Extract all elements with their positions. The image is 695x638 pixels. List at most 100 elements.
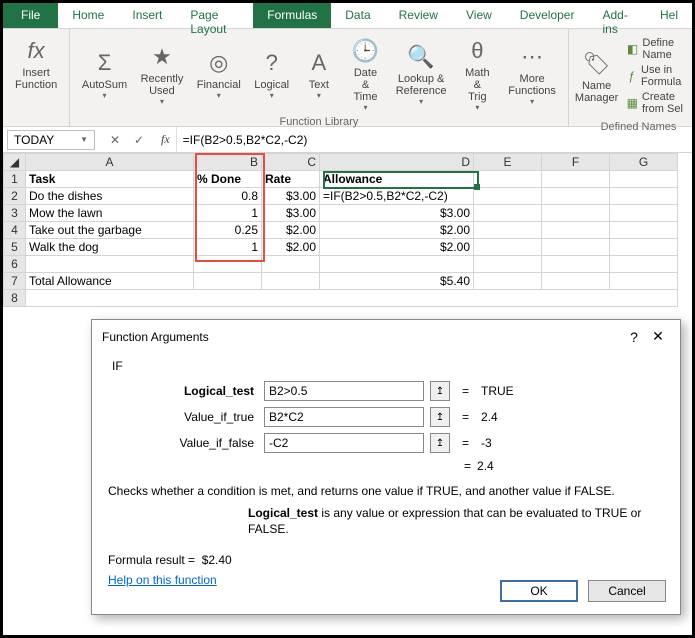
cell[interactable] <box>542 222 610 239</box>
cell[interactable] <box>194 273 262 290</box>
tab-view[interactable]: View <box>452 3 506 28</box>
tab-insert[interactable]: Insert <box>118 3 176 28</box>
cell[interactable]: Task <box>26 171 194 188</box>
tab-developer[interactable]: Developer <box>506 3 589 28</box>
cell[interactable] <box>610 273 678 290</box>
cell[interactable] <box>542 171 610 188</box>
chevron-down-icon[interactable]: ▼ <box>80 135 88 144</box>
cell[interactable] <box>542 188 610 205</box>
col-header-e[interactable]: E <box>474 154 542 171</box>
cell[interactable] <box>474 256 542 273</box>
value-if-false-input[interactable] <box>264 433 424 453</box>
fx-label[interactable]: fx <box>155 132 176 147</box>
create-from-selection-button[interactable]: ▦Create from Sel <box>627 91 695 115</box>
tab-home[interactable]: Home <box>58 3 118 28</box>
cell[interactable]: $2.00 <box>320 239 474 256</box>
math-button[interactable]: θMath & Trig▾ <box>454 33 500 114</box>
cell[interactable]: $3.00 <box>262 188 320 205</box>
text-button[interactable]: AText▾ <box>297 33 341 114</box>
col-header-c[interactable]: C <box>262 154 320 171</box>
cell[interactable]: $3.00 <box>262 205 320 222</box>
cell[interactable]: Do the dishes <box>26 188 194 205</box>
define-name-button[interactable]: ◧Define Name <box>627 37 695 61</box>
row-header[interactable]: 6 <box>4 256 26 273</box>
use-in-formula-button[interactable]: ƒUse in Formula <box>627 64 695 88</box>
tab-review[interactable]: Review <box>385 3 452 28</box>
lookup-button[interactable]: 🔍Lookup & Reference▾ <box>390 33 452 114</box>
row-header[interactable]: 8 <box>4 290 26 307</box>
ok-button[interactable]: OK <box>500 580 578 602</box>
range-selector-button[interactable]: ↥ <box>430 381 450 401</box>
logical-button[interactable]: ?Logical▾ <box>249 33 295 114</box>
col-header-f[interactable]: F <box>542 154 610 171</box>
cell[interactable] <box>26 290 678 307</box>
cancel-button[interactable]: Cancel <box>588 580 666 602</box>
tab-page-layout[interactable]: Page Layout <box>176 3 253 28</box>
select-all-corner[interactable]: ◢ <box>4 154 26 171</box>
cell[interactable] <box>262 273 320 290</box>
cell[interactable]: Mow the lawn <box>26 205 194 222</box>
name-box[interactable]: TODAY▼ <box>7 130 95 150</box>
help-link[interactable]: Help on this function <box>108 573 217 587</box>
cell[interactable]: $2.00 <box>262 239 320 256</box>
cell[interactable]: $3.00 <box>320 205 474 222</box>
cell[interactable] <box>474 273 542 290</box>
cell[interactable] <box>610 239 678 256</box>
accept-formula-button[interactable]: ✓ <box>131 133 147 147</box>
cell[interactable]: 0.8 <box>194 188 262 205</box>
recently-used-button[interactable]: ★Recently Used▾ <box>135 33 189 114</box>
worksheet-grid[interactable]: ◢ A B C D E F G 1 Task % Done Rate Allow… <box>3 153 692 307</box>
cell[interactable]: $5.40 <box>320 273 474 290</box>
tab-formulas[interactable]: Formulas <box>253 3 331 28</box>
cell[interactable]: 1 <box>194 239 262 256</box>
row-header[interactable]: 5 <box>4 239 26 256</box>
row-header[interactable]: 7 <box>4 273 26 290</box>
row-header[interactable]: 3 <box>4 205 26 222</box>
cell[interactable]: % Done <box>194 171 262 188</box>
cell[interactable] <box>474 222 542 239</box>
cell[interactable] <box>320 256 474 273</box>
cell[interactable] <box>542 256 610 273</box>
cell[interactable]: 1 <box>194 205 262 222</box>
range-selector-button[interactable]: ↥ <box>430 407 450 427</box>
cell[interactable] <box>26 256 194 273</box>
cell[interactable] <box>610 205 678 222</box>
col-header-b[interactable]: B <box>194 154 262 171</box>
name-manager-button[interactable]: 🏷Name Manager <box>575 33 619 119</box>
row-header[interactable]: 4 <box>4 222 26 239</box>
col-header-a[interactable]: A <box>26 154 194 171</box>
tab-data[interactable]: Data <box>331 3 384 28</box>
col-header-g[interactable]: G <box>610 154 678 171</box>
row-header[interactable]: 1 <box>4 171 26 188</box>
cell[interactable] <box>610 222 678 239</box>
cell[interactable]: Rate <box>262 171 320 188</box>
dialog-help-button[interactable]: ? <box>622 327 646 347</box>
tab-addins[interactable]: Add-ins <box>588 3 646 28</box>
cell[interactable] <box>474 171 542 188</box>
cell[interactable] <box>542 205 610 222</box>
cell[interactable]: 0.25 <box>194 222 262 239</box>
dialog-close-button[interactable]: ✕ <box>646 326 670 347</box>
cell-active[interactable]: =IF(B2>0.5,B2*C2,-C2) <box>320 188 474 205</box>
tab-file[interactable]: File <box>3 3 58 28</box>
cell[interactable]: $2.00 <box>262 222 320 239</box>
cell[interactable] <box>542 239 610 256</box>
cell[interactable] <box>610 171 678 188</box>
more-functions-button[interactable]: ⋯More Functions▾ <box>503 33 562 114</box>
logical-test-input[interactable] <box>264 381 424 401</box>
range-selector-button[interactable]: ↥ <box>430 433 450 453</box>
cell[interactable] <box>474 239 542 256</box>
datetime-button[interactable]: 🕒Date & Time▾ <box>343 33 388 114</box>
cell[interactable]: Total Allowance <box>26 273 194 290</box>
autosum-button[interactable]: ΣAutoSum▾ <box>76 33 133 114</box>
cancel-formula-button[interactable]: ✕ <box>107 133 123 147</box>
cell[interactable]: Walk the dog <box>26 239 194 256</box>
cell[interactable] <box>542 273 610 290</box>
cell[interactable]: Allowance <box>320 171 474 188</box>
cell[interactable] <box>262 256 320 273</box>
cell[interactable] <box>194 256 262 273</box>
cell[interactable]: Take out the garbage <box>26 222 194 239</box>
cell[interactable] <box>474 205 542 222</box>
row-header[interactable]: 2 <box>4 188 26 205</box>
cell[interactable] <box>610 188 678 205</box>
